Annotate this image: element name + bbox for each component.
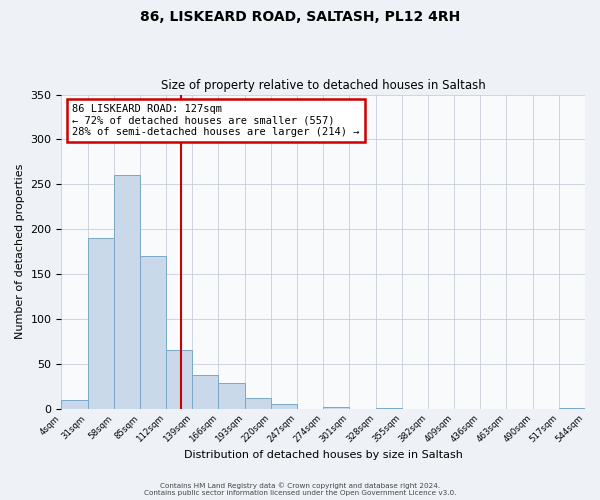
Title: Size of property relative to detached houses in Saltash: Size of property relative to detached ho…: [161, 79, 485, 92]
Bar: [140, 256, 166, 408]
Bar: [88, 238, 114, 408]
Bar: [271, 404, 297, 408]
Bar: [61, 400, 88, 408]
Text: Contains HM Land Registry data © Crown copyright and database right 2024.: Contains HM Land Registry data © Crown c…: [160, 482, 440, 489]
Bar: [114, 176, 140, 408]
Bar: [193, 376, 218, 408]
Text: 86 LISKEARD ROAD: 127sqm
← 72% of detached houses are smaller (557)
28% of semi-: 86 LISKEARD ROAD: 127sqm ← 72% of detach…: [72, 104, 359, 137]
Bar: [218, 382, 245, 408]
Text: Contains public sector information licensed under the Open Government Licence v3: Contains public sector information licen…: [144, 490, 456, 496]
X-axis label: Distribution of detached houses by size in Saltash: Distribution of detached houses by size …: [184, 450, 463, 460]
Bar: [166, 350, 193, 408]
Bar: [323, 407, 349, 408]
Y-axis label: Number of detached properties: Number of detached properties: [15, 164, 25, 339]
Bar: [245, 398, 271, 408]
Text: 86, LISKEARD ROAD, SALTASH, PL12 4RH: 86, LISKEARD ROAD, SALTASH, PL12 4RH: [140, 10, 460, 24]
